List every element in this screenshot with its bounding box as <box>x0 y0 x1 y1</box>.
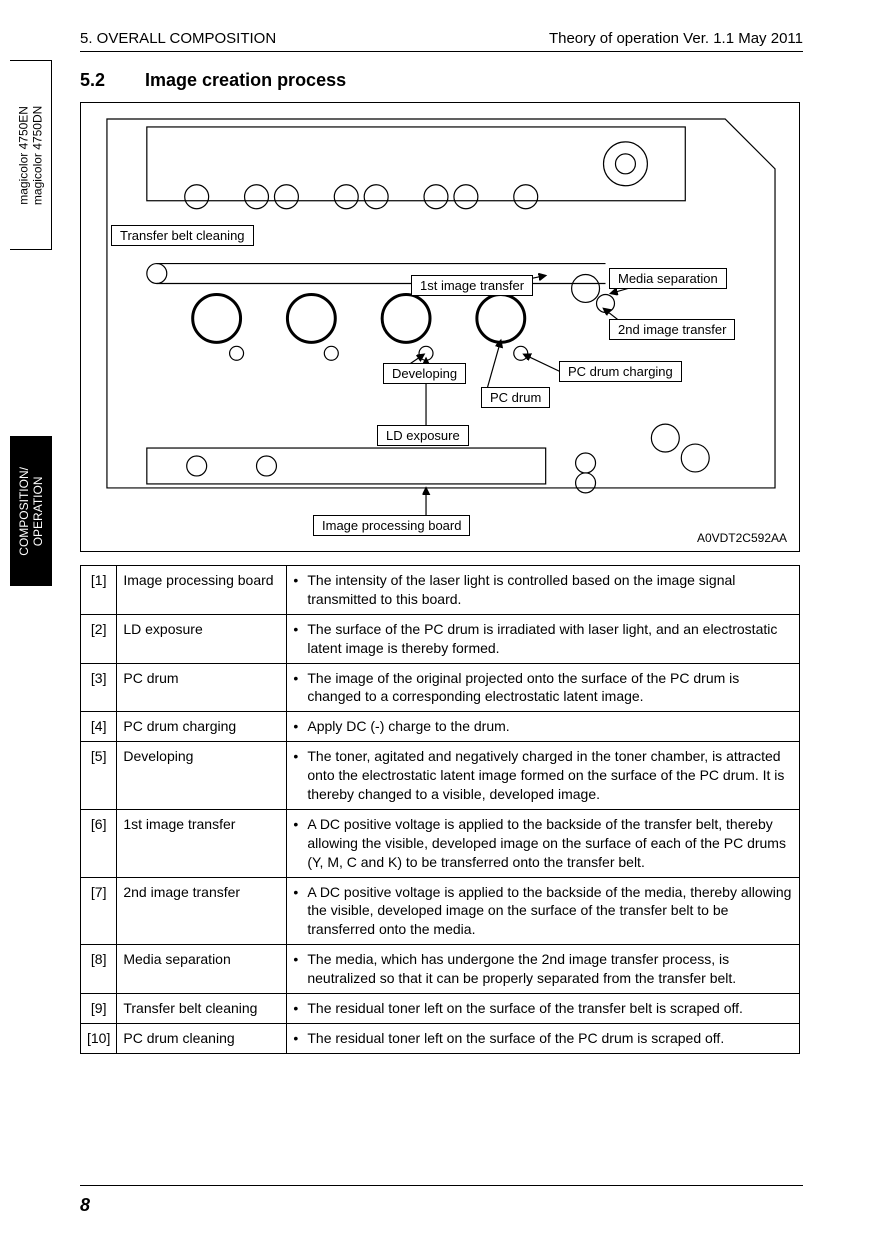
callout-1st-image-transfer: 1st image transfer <box>411 275 533 296</box>
row-name: LD exposure <box>117 614 287 663</box>
table-row: [8]Media separationThe media, which has … <box>81 945 800 994</box>
callout-developing: Developing <box>383 363 466 384</box>
row-index: [5] <box>81 742 117 810</box>
page-number: 8 <box>80 1195 90 1216</box>
header-left: 5. OVERALL COMPOSITION <box>80 30 276 47</box>
row-index: [9] <box>81 994 117 1024</box>
row-desc: A DC positive voltage is applied to the … <box>287 877 800 945</box>
diagram-figure: Transfer belt cleaning 1st image transfe… <box>80 102 800 552</box>
table-row: [9]Transfer belt cleaningThe residual to… <box>81 994 800 1024</box>
row-desc: The surface of the PC drum is irradiated… <box>287 614 800 663</box>
row-name: Image processing board <box>117 566 287 615</box>
row-index: [6] <box>81 809 117 877</box>
row-name: PC drum <box>117 663 287 712</box>
row-name: Developing <box>117 742 287 810</box>
diagram-code: A0VDT2C592AA <box>697 531 787 545</box>
row-desc: The residual toner left on the surface o… <box>287 994 800 1024</box>
table-row: [1]Image processing boardThe intensity o… <box>81 566 800 615</box>
table-row: [6]1st image transferA DC positive volta… <box>81 809 800 877</box>
side-tab-section: COMPOSITION/ OPERATION <box>10 436 52 586</box>
side-tab-model-line1: magicolor 4750EN <box>16 105 30 204</box>
callout-image-processing-board: Image processing board <box>313 515 470 536</box>
row-name: 1st image transfer <box>117 809 287 877</box>
callout-pc-drum-charging: PC drum charging <box>559 361 682 382</box>
table-row: [10]PC drum cleaningThe residual toner l… <box>81 1023 800 1053</box>
row-index: [2] <box>81 614 117 663</box>
row-index: [4] <box>81 712 117 742</box>
row-index: [8] <box>81 945 117 994</box>
row-index: [1] <box>81 566 117 615</box>
side-tab-model: magicolor 4750EN magicolor 4750DN <box>10 60 52 250</box>
table-row: [4]PC drum chargingApply DC (-) charge t… <box>81 712 800 742</box>
section-title: Image creation process <box>145 70 346 90</box>
footer-rule <box>80 1185 803 1186</box>
section-number: 5.2 <box>80 70 140 91</box>
row-index: [3] <box>81 663 117 712</box>
row-name: PC drum cleaning <box>117 1023 287 1053</box>
table-row: [5]DevelopingThe toner, agitated and neg… <box>81 742 800 810</box>
row-index: [10] <box>81 1023 117 1053</box>
row-desc: The intensity of the laser light is cont… <box>287 566 800 615</box>
row-name: Transfer belt cleaning <box>117 994 287 1024</box>
row-index: [7] <box>81 877 117 945</box>
row-name: 2nd image transfer <box>117 877 287 945</box>
table-row: [7]2nd image transferA DC positive volta… <box>81 877 800 945</box>
header-right: Theory of operation Ver. 1.1 May 2011 <box>549 30 803 47</box>
row-name: Media separation <box>117 945 287 994</box>
side-tab-section-line1: COMPOSITION/ <box>17 467 31 556</box>
side-tab-model-line2: magicolor 4750DN <box>31 105 45 204</box>
side-tab-section-line2: OPERATION <box>31 467 45 556</box>
row-desc: The image of the original projected onto… <box>287 663 800 712</box>
process-table: [1]Image processing boardThe intensity o… <box>80 565 800 1054</box>
table-row: [3]PC drumThe image of the original proj… <box>81 663 800 712</box>
callout-pc-drum: PC drum <box>481 387 550 408</box>
table-row: [2]LD exposureThe surface of the PC drum… <box>81 614 800 663</box>
row-desc: The toner, agitated and negatively charg… <box>287 742 800 810</box>
callout-ld-exposure: LD exposure <box>377 425 469 446</box>
row-desc: A DC positive voltage is applied to the … <box>287 809 800 877</box>
callout-media-separation: Media separation <box>609 268 727 289</box>
row-desc: Apply DC (-) charge to the drum. <box>287 712 800 742</box>
row-name: PC drum charging <box>117 712 287 742</box>
page-header: 5. OVERALL COMPOSITION Theory of operati… <box>80 30 803 52</box>
section-heading: 5.2 Image creation process <box>80 70 346 91</box>
callout-transfer-belt-cleaning: Transfer belt cleaning <box>111 225 254 246</box>
callout-2nd-image-transfer: 2nd image transfer <box>609 319 735 340</box>
row-desc: The media, which has undergone the 2nd i… <box>287 945 800 994</box>
row-desc: The residual toner left on the surface o… <box>287 1023 800 1053</box>
